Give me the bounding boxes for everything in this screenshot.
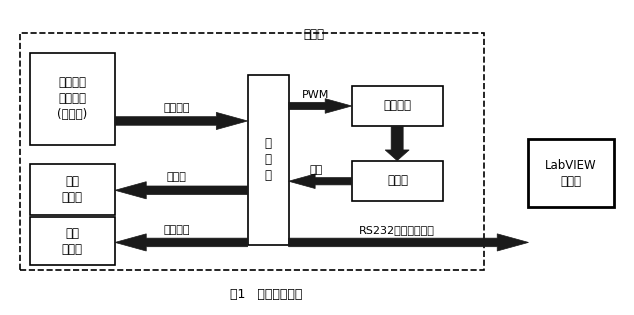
Text: 温度信号: 温度信号 (164, 225, 190, 235)
Text: 冷却风扇: 冷却风扇 (384, 100, 411, 112)
Text: 各数据: 各数据 (167, 173, 187, 182)
Text: 采集数据: 采集数据 (164, 103, 190, 113)
Bar (30, 53, 115, 145)
Bar (30, 217, 115, 265)
Text: 图1   系统结构框图: 图1 系统结构框图 (230, 288, 302, 301)
Text: 编码器: 编码器 (387, 175, 408, 187)
Bar (30, 164, 115, 215)
Polygon shape (288, 174, 352, 188)
Polygon shape (288, 99, 352, 113)
Bar (529, 139, 614, 208)
Text: 下位机: 下位机 (303, 28, 325, 41)
Text: RS232串行异步通信: RS232串行异步通信 (359, 225, 435, 235)
Polygon shape (115, 112, 247, 129)
Polygon shape (115, 234, 247, 251)
Polygon shape (288, 234, 529, 251)
Text: 脉冲: 脉冲 (310, 165, 323, 175)
Text: 液晶
显示器: 液晶 显示器 (62, 175, 83, 204)
Text: LabVIEW
上位机: LabVIEW 上位机 (545, 159, 597, 188)
Bar (352, 161, 443, 201)
Text: 发光
二极管: 发光 二极管 (62, 226, 83, 255)
Text: PWM: PWM (301, 90, 329, 100)
Bar (352, 86, 443, 126)
Polygon shape (385, 126, 409, 161)
Bar (20, 33, 484, 270)
Text: 单
片
机: 单 片 机 (264, 137, 271, 182)
Text: 冷却液温
度传感器
(电位器): 冷却液温 度传感器 (电位器) (57, 77, 87, 122)
Polygon shape (115, 182, 247, 199)
Bar (247, 75, 288, 245)
